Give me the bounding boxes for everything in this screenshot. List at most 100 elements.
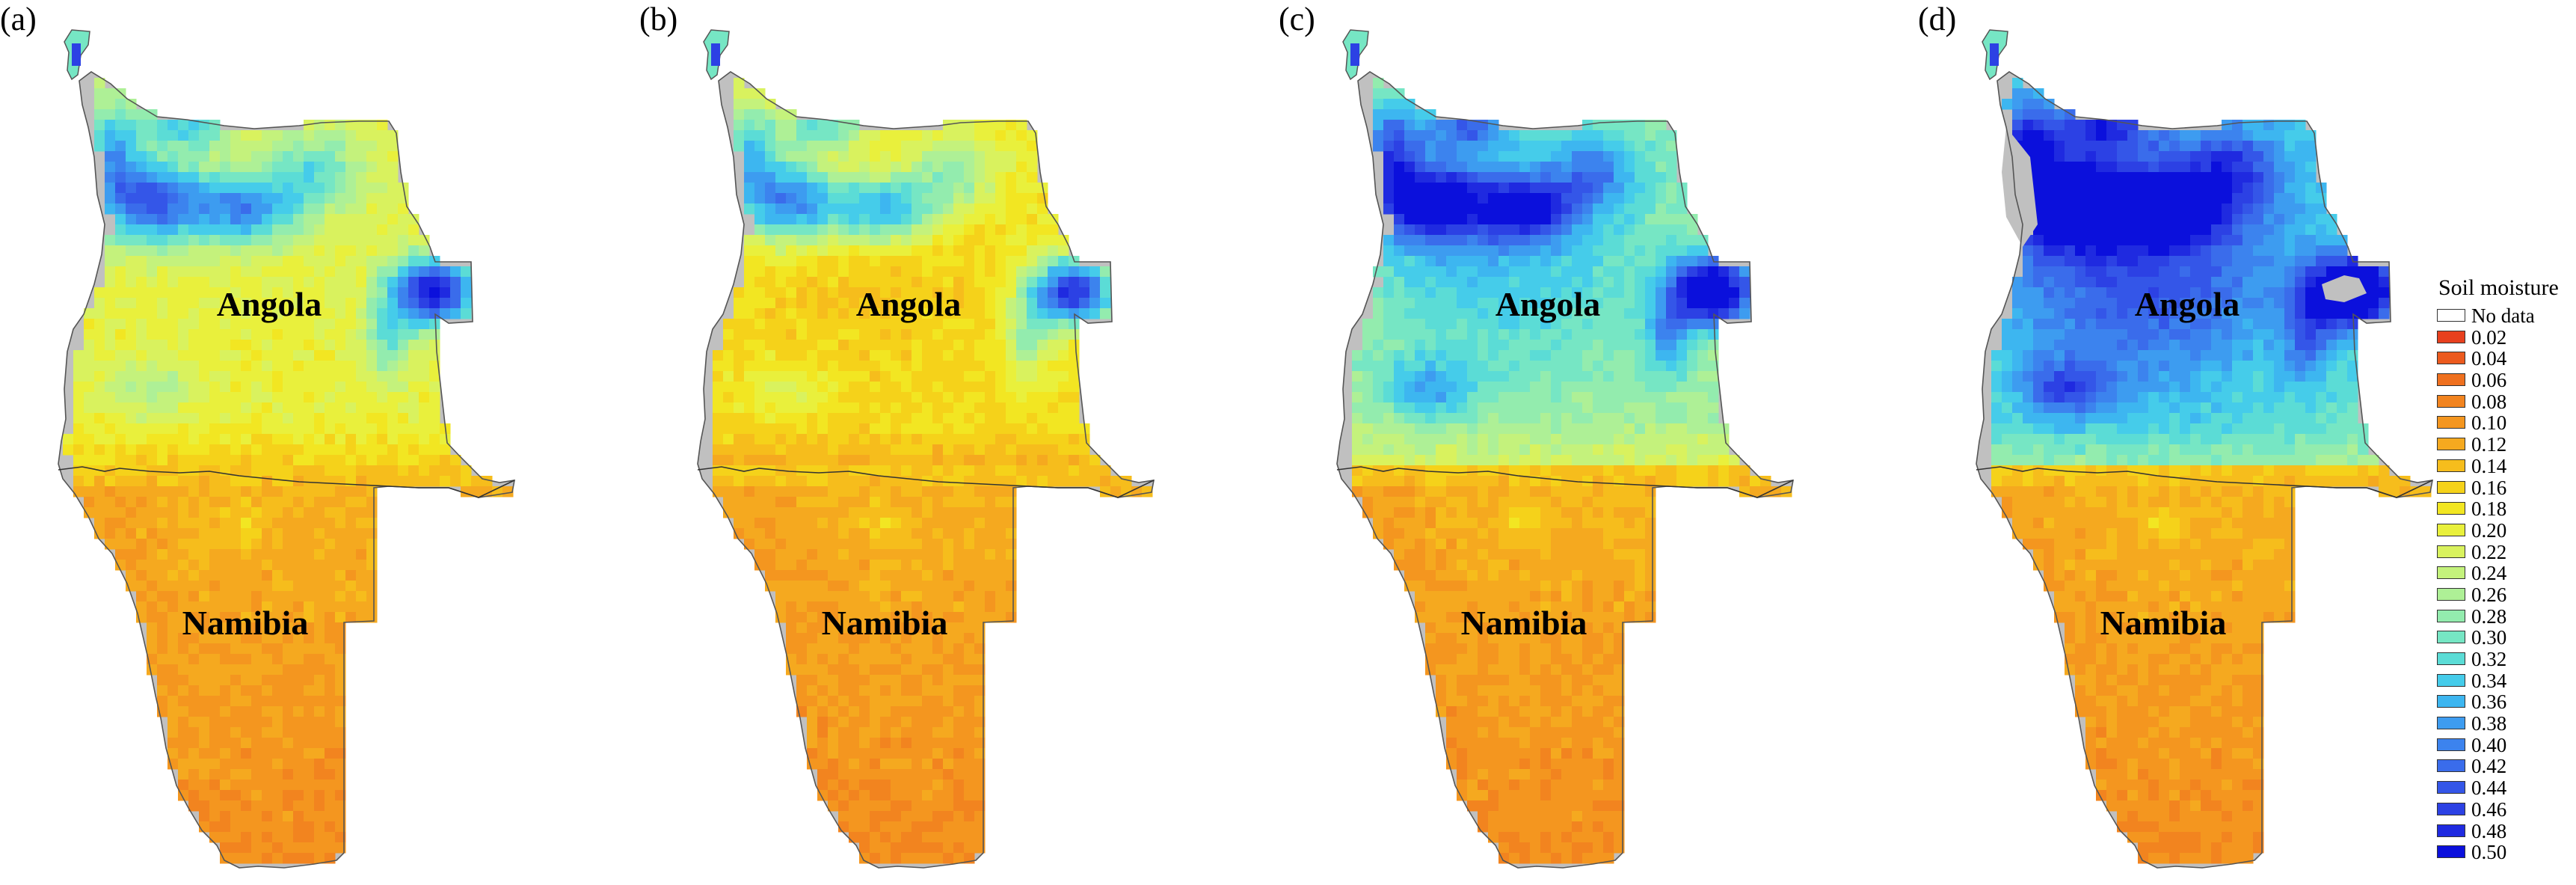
legend-label: 0.20 — [2471, 518, 2507, 542]
legend-entry: 0.40 — [2434, 735, 2576, 756]
legend-swatch — [2437, 652, 2465, 665]
country-border — [1976, 466, 2433, 498]
study-area-outline — [697, 71, 1155, 869]
legend-label: 0.12 — [2471, 433, 2507, 456]
legend-swatch — [2437, 330, 2465, 343]
legend-label: 0.06 — [2471, 369, 2507, 392]
legend-entry: 0.30 — [2434, 627, 2576, 649]
country-label-angola: Angola — [2135, 285, 2240, 323]
legend-entry: 0.22 — [2434, 542, 2576, 563]
soil-moisture-grid — [63, 78, 514, 864]
legend-entry: 0.12 — [2434, 434, 2576, 456]
legend-swatch — [2437, 759, 2465, 773]
panel-letter: (d) — [1918, 1, 1957, 37]
legend-swatch — [2437, 802, 2465, 815]
legend-label: 0.46 — [2471, 797, 2507, 821]
legend-entry: 0.26 — [2434, 584, 2576, 606]
soil-moisture-legend: Soil moisture No data 0.02 0.04 0.06 0.08 0.1… — [2434, 275, 2576, 863]
legend-swatch — [2437, 352, 2465, 365]
legend-entry: 0.14 — [2434, 456, 2576, 477]
soil-moisture-map: Angola Namibia — [58, 29, 515, 869]
legend-swatch — [2437, 459, 2465, 472]
legend-entry: 0.10 — [2434, 412, 2576, 434]
country-label-angola: Angola — [856, 285, 962, 323]
legend-entry: 0.28 — [2434, 606, 2576, 628]
map-panel-a: Angola Namibia (a) — [0, 0, 613, 885]
legend-label: 0.22 — [2471, 540, 2507, 563]
legend-swatch — [2437, 609, 2465, 622]
legend-label: 0.24 — [2471, 562, 2507, 585]
country-label-namibia: Namibia — [1461, 604, 1587, 642]
legend-label: 0.10 — [2471, 411, 2507, 435]
no-data-patch — [2322, 275, 2367, 302]
soil-moisture-grid — [713, 78, 1153, 864]
legend-label: 0.14 — [2471, 454, 2507, 477]
legend-entry: 0.42 — [2434, 756, 2576, 777]
legend-label: 0.40 — [2471, 733, 2507, 756]
study-area-outline — [58, 71, 515, 869]
legend-entry: 0.08 — [2434, 391, 2576, 413]
soil-moisture-grid — [1991, 78, 2432, 864]
exclave-cell — [711, 43, 720, 66]
legend-label: 0.26 — [2471, 583, 2507, 606]
legend-entry: 0.44 — [2434, 777, 2576, 799]
legend-label: 0.44 — [2471, 777, 2507, 800]
soil-moisture-map: Angola Namibia — [697, 29, 1155, 869]
legend-swatch — [2437, 416, 2465, 429]
legend-swatch — [2437, 373, 2465, 387]
legend-label: No data — [2471, 304, 2535, 327]
legend-swatch — [2437, 673, 2465, 687]
map-panel-b: Angola Namibia (b) — [639, 0, 1252, 885]
legend-swatch — [2437, 717, 2465, 730]
legend-label: 0.50 — [2471, 841, 2507, 864]
legend-entry: 0.16 — [2434, 477, 2576, 499]
soil-moisture-map: Angola Namibia — [1976, 29, 2433, 869]
legend-label: 0.36 — [2471, 690, 2507, 714]
legend-swatch — [2437, 523, 2465, 536]
soil-moisture-grid — [1352, 78, 1792, 864]
legend-title: Soil moisture — [2438, 275, 2559, 300]
legend-entry: 0.06 — [2434, 370, 2576, 391]
legend-label: 0.28 — [2471, 604, 2507, 628]
legend-swatch — [2437, 309, 2465, 322]
soil-moisture-map: Angola Namibia — [1336, 29, 1794, 869]
country-border — [1336, 466, 1794, 498]
study-area-outline — [1336, 71, 1794, 869]
map-panel-d: Angola Namibia (d) — [1918, 0, 2531, 885]
legend-swatch — [2437, 587, 2465, 601]
legend-entry: 0.38 — [2434, 713, 2576, 735]
legend-label: 0.08 — [2471, 390, 2507, 413]
legend-label: 0.04 — [2471, 347, 2507, 370]
legend-entry: 0.34 — [2434, 670, 2576, 692]
panel-letter: (b) — [639, 1, 678, 37]
map-panel-c: Angola Namibia (c) — [1279, 0, 1892, 885]
legend-swatch — [2437, 438, 2465, 451]
legend-label: 0.32 — [2471, 648, 2507, 670]
country-border — [58, 466, 515, 498]
legend-swatch — [2437, 566, 2465, 580]
legend-entries: No data 0.02 0.04 0.06 0.08 0.10 0.12 0.14 0.16 0… — [2434, 305, 2576, 863]
legend-swatch — [2437, 480, 2465, 494]
legend-label: 0.18 — [2471, 497, 2507, 521]
legend-swatch — [2437, 781, 2465, 794]
country-label-angola: Angola — [1496, 285, 1601, 323]
legend-swatch — [2437, 545, 2465, 558]
country-label-namibia: Namibia — [182, 604, 309, 642]
legend-swatch — [2437, 631, 2465, 644]
country-label-angola: Angola — [217, 285, 322, 323]
legend-swatch — [2437, 738, 2465, 751]
legend-entry: 0.20 — [2434, 520, 2576, 542]
legend-label: 0.38 — [2471, 712, 2507, 735]
exclave-cell — [1990, 43, 1999, 66]
legend-swatch — [2437, 695, 2465, 708]
legend-swatch — [2437, 502, 2465, 515]
legend-swatch — [2437, 845, 2465, 859]
legend-entry: 0.48 — [2434, 821, 2576, 842]
legend-swatch — [2437, 824, 2465, 837]
legend-entry: 0.46 — [2434, 799, 2576, 821]
legend-label: 0.34 — [2471, 669, 2507, 692]
legend-entry: 0.02 — [2434, 327, 2576, 349]
legend-label: 0.02 — [2471, 325, 2507, 349]
country-label-namibia: Namibia — [2100, 604, 2227, 642]
